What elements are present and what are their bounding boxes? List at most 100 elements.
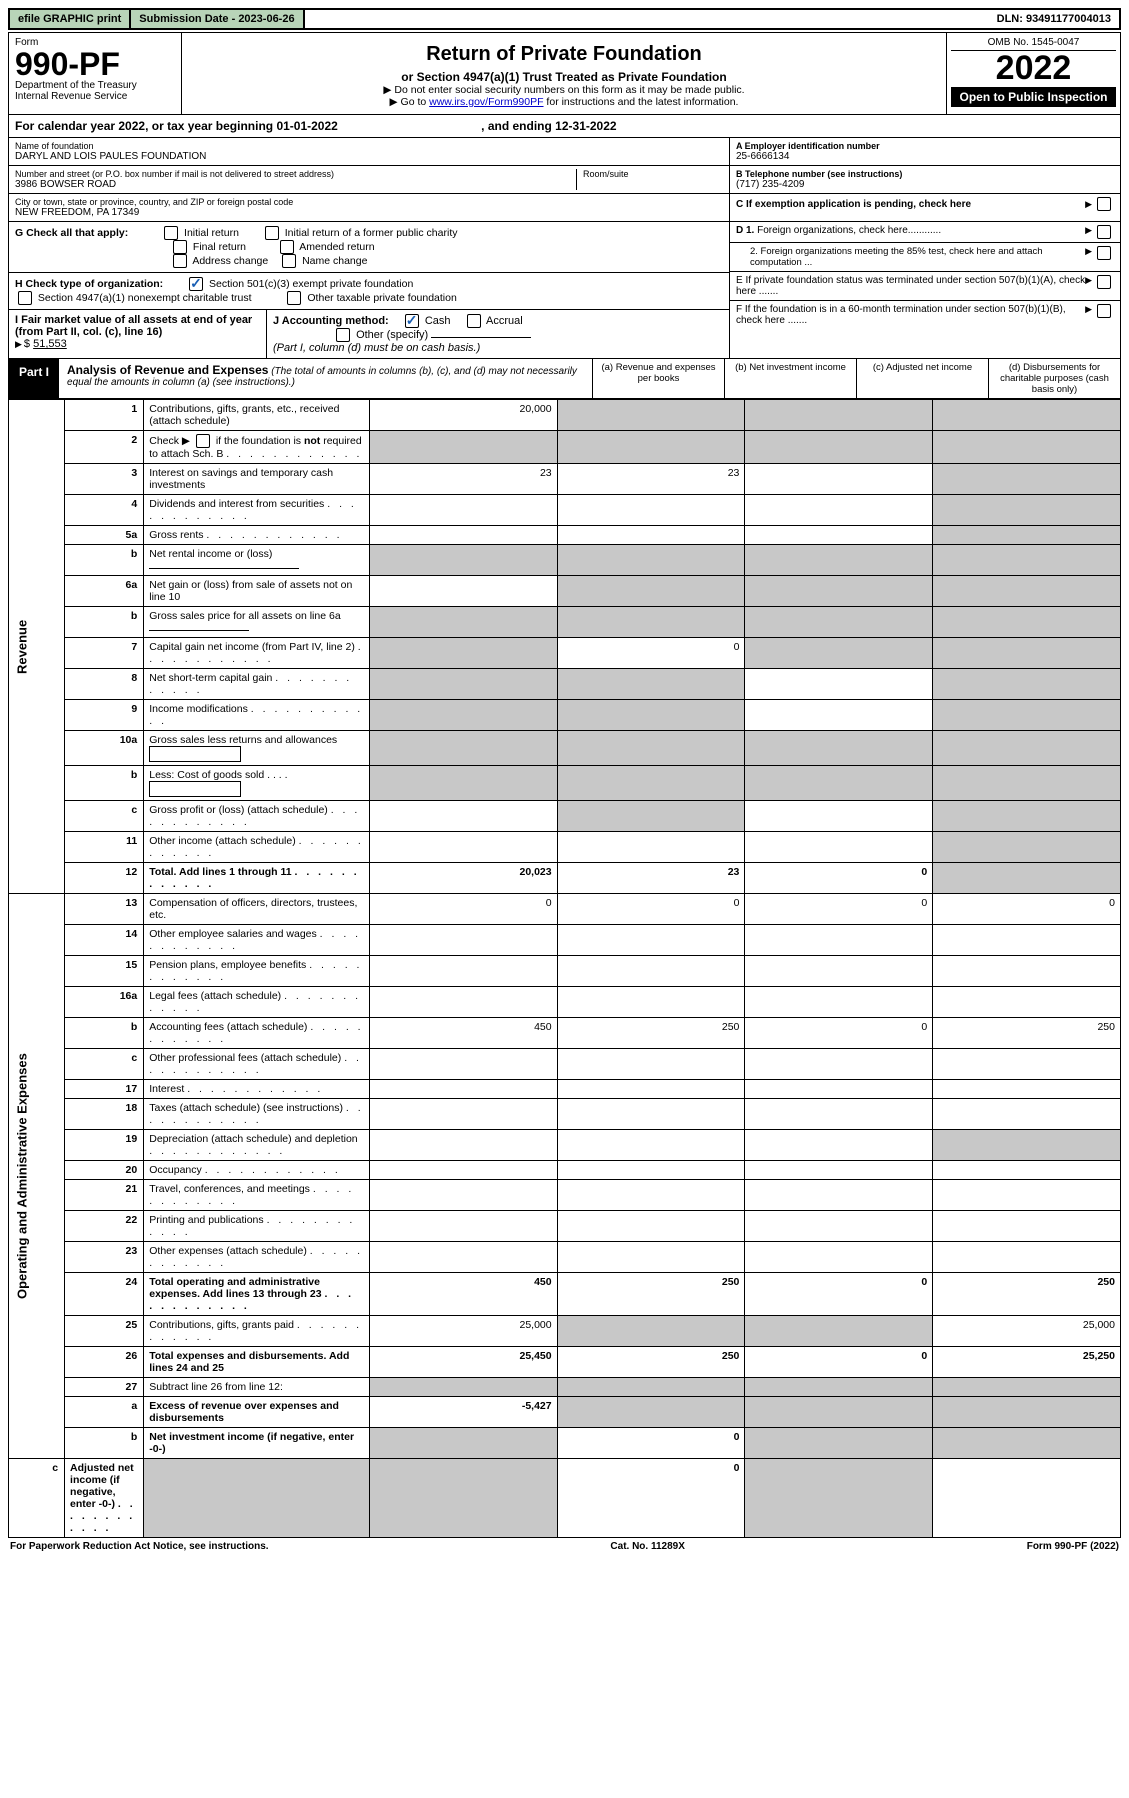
foundation-name-label: Name of foundation — [15, 141, 723, 151]
col-b-header: (b) Net investment income — [724, 359, 856, 398]
table-row: 24Total operating and administrative exp… — [9, 1273, 1121, 1316]
table-row: 14Other employee salaries and wages — [9, 925, 1121, 956]
table-row: 6aNet gain or (loss) from sale of assets… — [9, 576, 1121, 607]
section-ij: I Fair market value of all assets at end… — [9, 310, 729, 358]
other-method-checkbox[interactable] — [336, 328, 350, 342]
phone-value: (717) 235-4209 — [736, 179, 1114, 190]
form-title: Return of Private Foundation — [188, 43, 940, 66]
amended-return-checkbox[interactable] — [280, 240, 294, 254]
table-row: 21Travel, conferences, and meetings — [9, 1180, 1121, 1211]
col-d-header: (d) Disbursements for charitable purpose… — [988, 359, 1120, 398]
instruction-1: ▶ Do not enter social security numbers o… — [188, 84, 940, 96]
4947-checkbox[interactable] — [18, 291, 32, 305]
col-a-header: (a) Revenue and expenses per books — [592, 359, 724, 398]
address: 3986 BOWSER ROAD — [15, 179, 576, 190]
expenses-side-label: Operating and Administrative Expenses — [9, 894, 65, 1459]
table-row: 16aLegal fees (attach schedule) — [9, 987, 1121, 1018]
foundation-info-block: Name of foundation DARYL AND LOIS PAULES… — [8, 138, 1121, 222]
schb-checkbox[interactable] — [196, 434, 210, 448]
paperwork-notice: For Paperwork Reduction Act Notice, see … — [10, 1541, 269, 1552]
checkbox-section: G Check all that apply: Initial return I… — [8, 222, 1121, 359]
table-row: Revenue 1Contributions, gifts, grants, e… — [9, 400, 1121, 431]
table-row: 12Total. Add lines 1 through 11 20,02323… — [9, 863, 1121, 894]
instruction-2: ▶ Go to www.irs.gov/Form990PF for instru… — [188, 96, 940, 108]
cash-basis-note: (Part I, column (d) must be on cash basi… — [273, 342, 480, 354]
table-row: bGross sales price for all assets on lin… — [9, 607, 1121, 638]
initial-return-checkbox[interactable] — [164, 226, 178, 240]
table-row: 27Subtract line 26 from line 12: — [9, 1378, 1121, 1397]
page-footer: For Paperwork Reduction Act Notice, see … — [8, 1538, 1121, 1555]
col-c-header: (c) Adjusted net income — [856, 359, 988, 398]
form-footer: Form 990-PF (2022) — [1027, 1541, 1119, 1552]
final-return-checkbox[interactable] — [173, 240, 187, 254]
d2-label: 2. Foreign organizations meeting the 85%… — [736, 246, 1085, 268]
initial-return-former-checkbox[interactable] — [265, 226, 279, 240]
table-row: bNet investment income (if negative, ent… — [9, 1428, 1121, 1459]
part1-header: Part I Analysis of Revenue and Expenses … — [8, 359, 1121, 399]
dept-treasury: Department of the Treasury — [15, 80, 175, 91]
fmv-label: I Fair market value of all assets at end… — [15, 314, 252, 338]
cash-checkbox[interactable] — [405, 314, 419, 328]
table-row: 5aGross rents — [9, 526, 1121, 545]
part1-title: Analysis of Revenue and Expenses — [67, 363, 268, 377]
arrow-icon — [1085, 304, 1094, 326]
table-row: 3Interest on savings and temporary cash … — [9, 464, 1121, 495]
other-taxable-checkbox[interactable] — [287, 291, 301, 305]
efile-print-button[interactable]: efile GRAPHIC print — [10, 10, 131, 28]
top-bar: efile GRAPHIC print Submission Date - 20… — [8, 8, 1121, 30]
table-row: bNet rental income or (loss) — [9, 545, 1121, 576]
e-checkbox[interactable] — [1097, 275, 1111, 289]
d1-label: D 1. Foreign organizations, check here..… — [736, 225, 1085, 239]
table-row: 20Occupancy — [9, 1161, 1121, 1180]
section-g: G Check all that apply: Initial return I… — [9, 222, 729, 273]
table-row: 23Other expenses (attach schedule) — [9, 1242, 1121, 1273]
ein-value: 25-6666134 — [736, 151, 1114, 162]
exemption-checkbox[interactable] — [1097, 197, 1111, 211]
city-label: City or town, state or province, country… — [15, 197, 723, 207]
form-number: 990-PF — [15, 48, 175, 80]
table-row: 4Dividends and interest from securities — [9, 495, 1121, 526]
form-subtitle: or Section 4947(a)(1) Trust Treated as P… — [188, 70, 940, 84]
d1-checkbox[interactable] — [1097, 225, 1111, 239]
table-row: Operating and Administrative Expenses 13… — [9, 894, 1121, 925]
submission-date: Submission Date - 2023-06-26 — [131, 10, 304, 28]
table-row: 2Check ▶ if the foundation is not requir… — [9, 431, 1121, 464]
d2-checkbox[interactable] — [1097, 246, 1111, 260]
calendar-year-row: For calendar year 2022, or tax year begi… — [8, 115, 1121, 138]
open-public-badge: Open to Public Inspection — [951, 87, 1116, 107]
irs-label: Internal Revenue Service — [15, 91, 175, 102]
table-row: cGross profit or (loss) (attach schedule… — [9, 801, 1121, 832]
501c3-checkbox[interactable] — [189, 277, 203, 291]
room-label: Room/suite — [583, 169, 723, 179]
table-row: 11Other income (attach schedule) — [9, 832, 1121, 863]
table-row: 10aGross sales less returns and allowanc… — [9, 731, 1121, 766]
table-row: cOther professional fees (attach schedul… — [9, 1049, 1121, 1080]
accrual-checkbox[interactable] — [467, 314, 481, 328]
arrow-icon — [1085, 275, 1094, 297]
foundation-name: DARYL AND LOIS PAULES FOUNDATION — [15, 151, 723, 162]
table-row: aExcess of revenue over expenses and dis… — [9, 1397, 1121, 1428]
f-label: F If the foundation is in a 60-month ter… — [736, 304, 1085, 326]
f-checkbox[interactable] — [1097, 304, 1111, 318]
arrow-icon — [15, 338, 24, 350]
city: NEW FREEDOM, PA 17349 — [15, 207, 723, 218]
table-row: 7Capital gain net income (from Part IV, … — [9, 638, 1121, 669]
address-change-checkbox[interactable] — [173, 254, 187, 268]
table-row: 22Printing and publications — [9, 1211, 1121, 1242]
table-row: bAccounting fees (attach schedule) 45025… — [9, 1018, 1121, 1049]
table-row: 17Interest — [9, 1080, 1121, 1099]
dln: DLN: 93491177004013 — [989, 10, 1119, 28]
e-label: E If private foundation status was termi… — [736, 275, 1085, 297]
cat-number: Cat. No. 11289X — [610, 1541, 684, 1552]
table-row: 26Total expenses and disbursements. Add … — [9, 1347, 1121, 1378]
table-row: 18Taxes (attach schedule) (see instructi… — [9, 1099, 1121, 1130]
address-label: Number and street (or P.O. box number if… — [15, 169, 576, 179]
part1-table: Revenue 1Contributions, gifts, grants, e… — [8, 399, 1121, 1538]
name-change-checkbox[interactable] — [282, 254, 296, 268]
irs-link[interactable]: www.irs.gov/Form990PF — [429, 96, 543, 108]
ein-label: A Employer identification number — [736, 141, 1114, 151]
table-row: 8Net short-term capital gain — [9, 669, 1121, 700]
fmv-value: 51,553 — [33, 338, 67, 350]
revenue-side-label: Revenue — [9, 400, 65, 894]
table-row: 9Income modifications — [9, 700, 1121, 731]
